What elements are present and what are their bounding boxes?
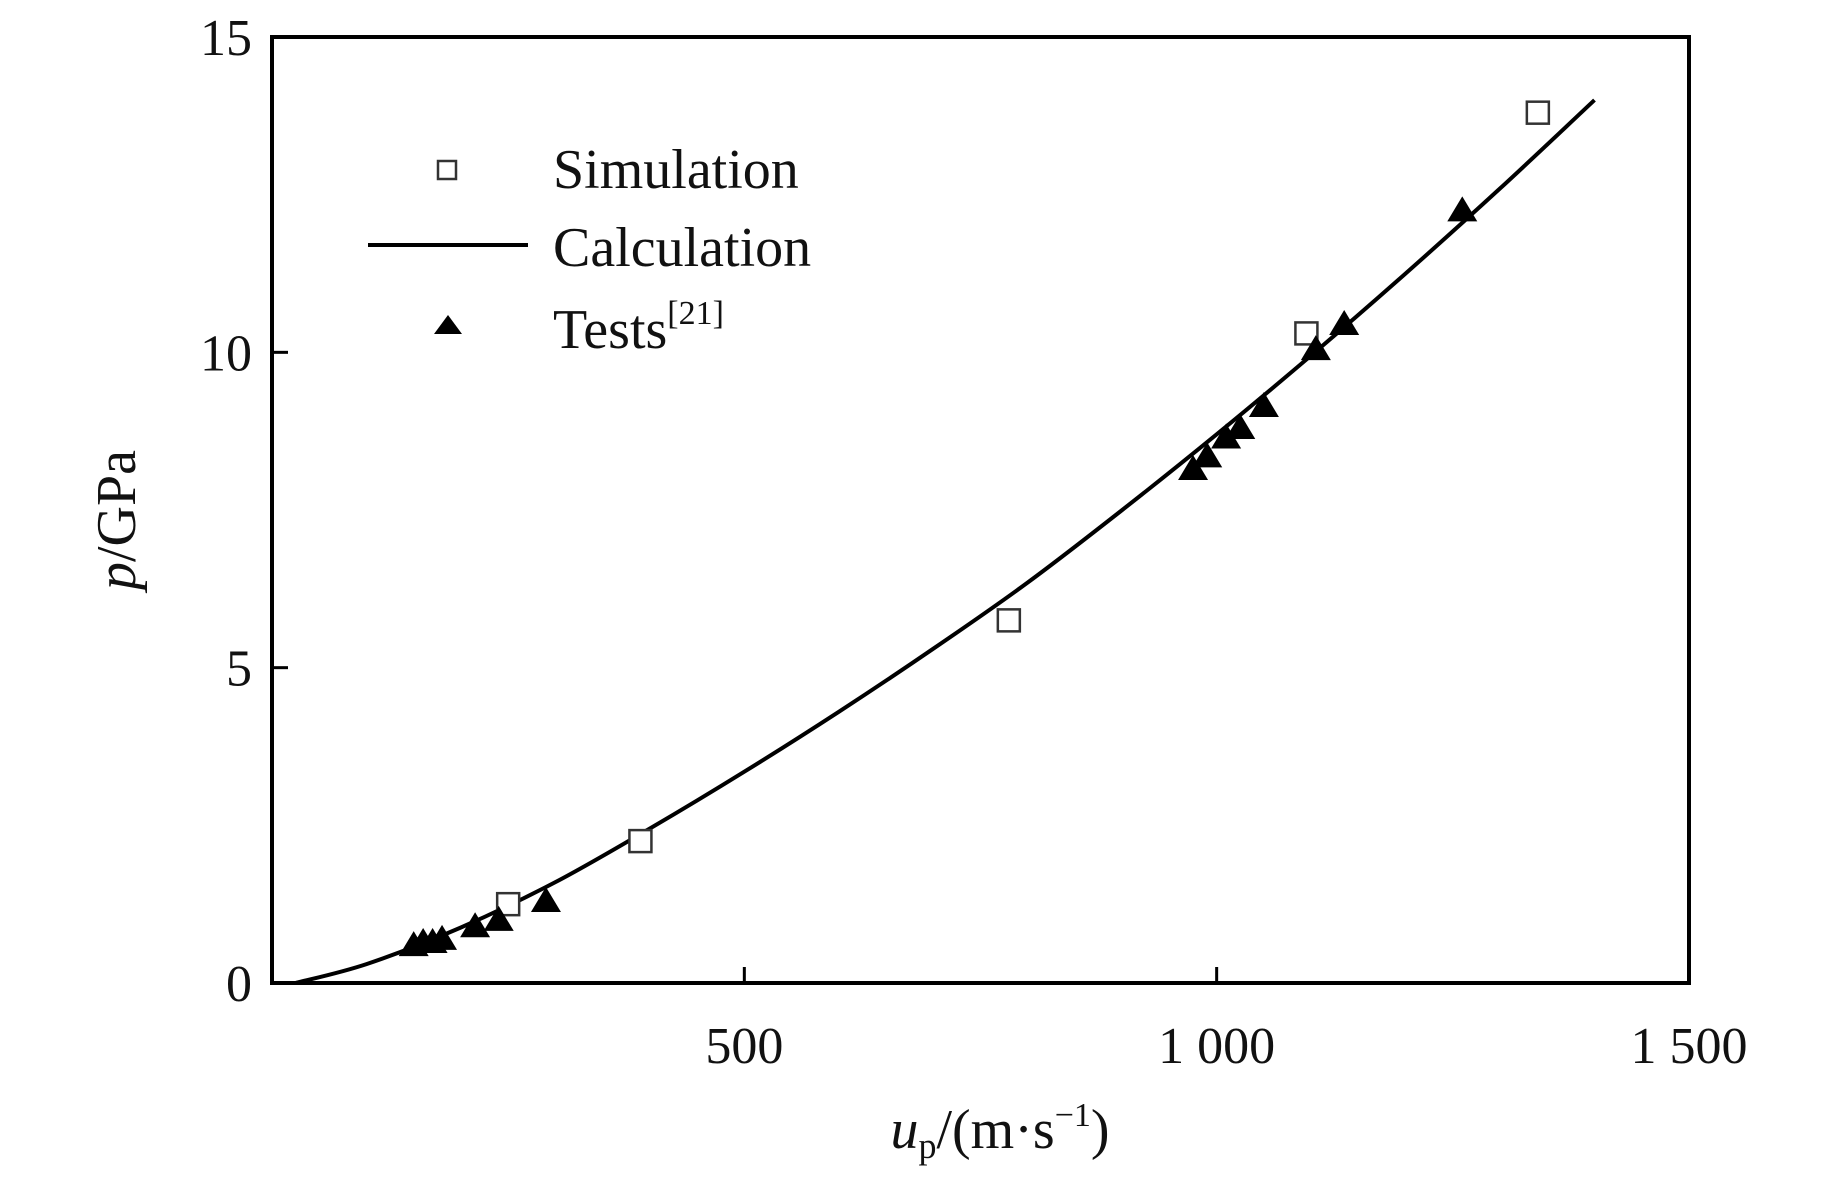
plot-area <box>270 35 1691 985</box>
legend-label-calculation: Calculation <box>553 217 811 279</box>
test-point <box>530 887 561 913</box>
data-marks <box>295 98 1596 983</box>
test-point <box>1225 414 1256 440</box>
x-axis-label: up/(m·s−1) <box>890 1097 1109 1166</box>
test-point <box>1447 196 1478 222</box>
test-point <box>1248 391 1279 417</box>
test-point <box>1178 455 1209 481</box>
test-point <box>427 924 458 950</box>
test-point <box>460 912 491 938</box>
y-tick-label: 10 <box>200 325 252 382</box>
y-tick-label: 5 <box>226 641 252 698</box>
test-point <box>483 905 514 931</box>
simulation-point <box>996 608 1022 633</box>
test-point <box>1192 442 1223 468</box>
y-axis-label: p/GPa <box>86 450 148 594</box>
test-point <box>1300 335 1331 361</box>
simulation-point <box>495 891 521 917</box>
legend-label-simulation: Simulation <box>553 139 799 201</box>
axis-ticks: 500 1 000 1 500 0 5 10 15 <box>200 10 1748 1075</box>
test-point <box>1329 309 1360 335</box>
legend-triangle-marker <box>434 315 462 334</box>
x-tick-label: 500 <box>705 1018 783 1075</box>
plot-frame <box>270 35 1691 985</box>
x-tick-label: 1 500 <box>1631 1018 1748 1075</box>
calculation-curve <box>295 98 1596 983</box>
y-tick-label: 15 <box>200 10 252 67</box>
test-point <box>1211 423 1242 449</box>
simulation-point <box>1525 100 1551 125</box>
simulation-point <box>1294 321 1319 346</box>
y-tick-label: 0 <box>226 956 252 1013</box>
x-tick-label: 1 000 <box>1158 1018 1275 1075</box>
legend: Simulation Calculation Tests[21] <box>368 139 811 361</box>
simulation-point <box>628 828 653 854</box>
legend-label-tests: Tests[21] <box>553 295 724 361</box>
legend-square-marker <box>436 159 458 181</box>
